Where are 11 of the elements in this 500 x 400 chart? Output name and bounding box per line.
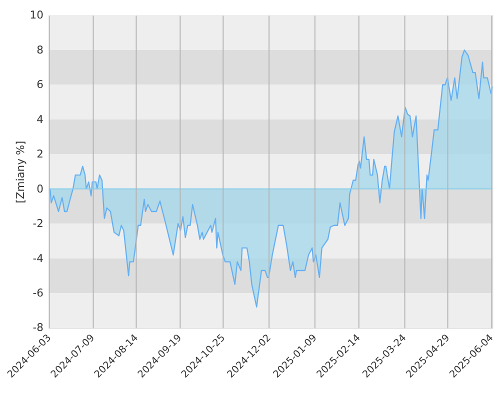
y-tick-label: 2 <box>36 148 44 161</box>
y-tick-label: 4 <box>36 112 44 126</box>
y-tick-label: 8 <box>36 43 44 56</box>
y-axis-title: [Zmiany %] <box>14 140 27 204</box>
y-tick-label: -8 <box>32 321 44 334</box>
y-tick-label: -6 <box>32 286 44 300</box>
y-tick-label: 0 <box>36 182 44 196</box>
y-tick-label: 6 <box>36 78 44 92</box>
y-tick-label: -2 <box>32 217 44 230</box>
y-tick-label: 10 <box>30 8 44 22</box>
y-tick-label: -4 <box>32 252 44 265</box>
